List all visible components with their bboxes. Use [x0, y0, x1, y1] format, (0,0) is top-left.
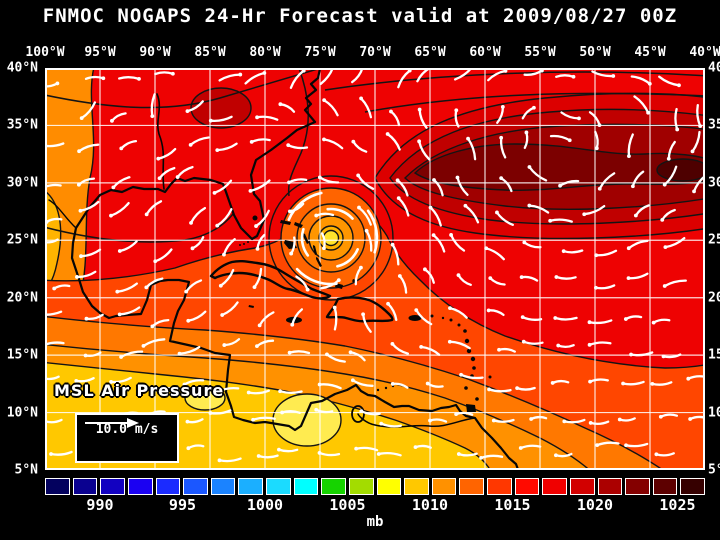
colorbar-cell	[45, 478, 70, 495]
lon-tick-label: 85°W	[194, 45, 226, 60]
colorbar-cell	[569, 478, 595, 495]
lat-tick-label: 20°N	[6, 290, 38, 306]
lat-tick-label: 30°N	[708, 175, 720, 191]
lat-tick-label: 15°N	[708, 347, 720, 363]
lat-tick-label: 10°N	[708, 405, 720, 421]
lon-tick-label: 95°W	[84, 45, 116, 60]
lon-tick-label: 75°W	[304, 45, 336, 60]
colorbar-cell	[155, 478, 181, 495]
lat-tick-label: 25°N	[6, 232, 38, 248]
colorbar-cell	[321, 478, 346, 495]
colorbar-cell	[459, 478, 484, 495]
colorbar-tick: 1020	[576, 496, 614, 514]
longitude-axis-top: 100°W 95°W 90°W 85°W 80°W 75°W 70°W 65°W 60°W 55°…	[0, 45, 720, 61]
colorbar-cell	[293, 478, 319, 495]
colorbar-cell	[348, 478, 374, 495]
colorbar-cell	[431, 478, 457, 495]
colorbar-tick-labels: 990 995 1000 1005 1010 1015 1020 1025	[45, 496, 705, 514]
lon-tick-label: 60°W	[469, 45, 501, 60]
colorbar-cell	[266, 478, 291, 495]
lat-tick-label: 40°N	[708, 60, 720, 76]
lon-tick-label: 55°W	[524, 45, 556, 60]
colorbar-tick: 1025	[659, 496, 696, 514]
colorbar-cell	[597, 478, 623, 495]
colorbar-tick: 990	[86, 496, 114, 514]
lat-tick-label: 35°N	[6, 117, 38, 133]
lat-tick-label: 5°N	[708, 462, 720, 478]
colorbar-cell	[100, 478, 125, 495]
lat-tick-label: 25°N	[708, 232, 720, 248]
lon-tick-label: 45°W	[634, 45, 666, 60]
colorbar-cell	[542, 478, 567, 495]
map-border	[45, 68, 705, 470]
lon-tick-label: 80°W	[249, 45, 281, 60]
lat-tick-label: 40°N	[6, 60, 38, 76]
lon-tick-label: 90°W	[139, 45, 171, 60]
colorbar-cell	[376, 478, 402, 495]
colorbar-tick: 1000	[246, 496, 284, 514]
colorbar-cell	[72, 478, 98, 495]
lat-tick-label: 15°N	[6, 347, 38, 363]
colorbar-cell	[210, 478, 236, 495]
lon-tick-label: 50°W	[579, 45, 611, 60]
colorbar	[45, 478, 705, 495]
lat-tick-label: 10°N	[6, 405, 38, 421]
colorbar-cell	[514, 478, 540, 495]
wind-scale-legend: 10.0 m/s	[75, 413, 179, 463]
colorbar-units: mb	[366, 514, 384, 530]
pressure-map: MSL Air Pressure 10.0 m/s	[45, 68, 705, 470]
colorbar-cell	[404, 478, 429, 495]
chart-title: FNMOC NOGAPS 24-Hr Forecast valid at 200…	[42, 5, 678, 27]
grid-lines	[45, 68, 705, 470]
lat-tick-label: 20°N	[708, 290, 720, 306]
field-label: MSL Air Pressure	[54, 381, 225, 400]
colorbar-cell	[487, 478, 512, 495]
map-canvas	[45, 68, 705, 470]
lat-tick-label: 30°N	[6, 175, 38, 191]
lat-tick-label: 5°N	[14, 462, 38, 478]
colorbar-cell	[625, 478, 650, 495]
wind-scale-label: 10.0 m/s	[95, 422, 159, 437]
lat-tick-label: 35°N	[708, 117, 720, 133]
colorbar-cell	[238, 478, 263, 495]
colorbar-cell	[183, 478, 208, 495]
lon-tick-label: 100°W	[25, 45, 65, 60]
colorbar-cell	[127, 478, 153, 495]
lon-tick-label: 70°W	[359, 45, 391, 60]
lon-tick-label: 65°W	[414, 45, 446, 60]
colorbar-tick: 995	[168, 496, 197, 514]
colorbar-cell	[680, 478, 705, 495]
wind-scale-arrow-icon	[85, 418, 139, 428]
lon-tick-label: 40°W	[689, 45, 720, 60]
colorbar-tick: 1005	[329, 496, 366, 514]
colorbar-tick: 1010	[411, 496, 449, 514]
colorbar-cell	[652, 478, 678, 495]
colorbar-tick: 1015	[494, 496, 531, 514]
